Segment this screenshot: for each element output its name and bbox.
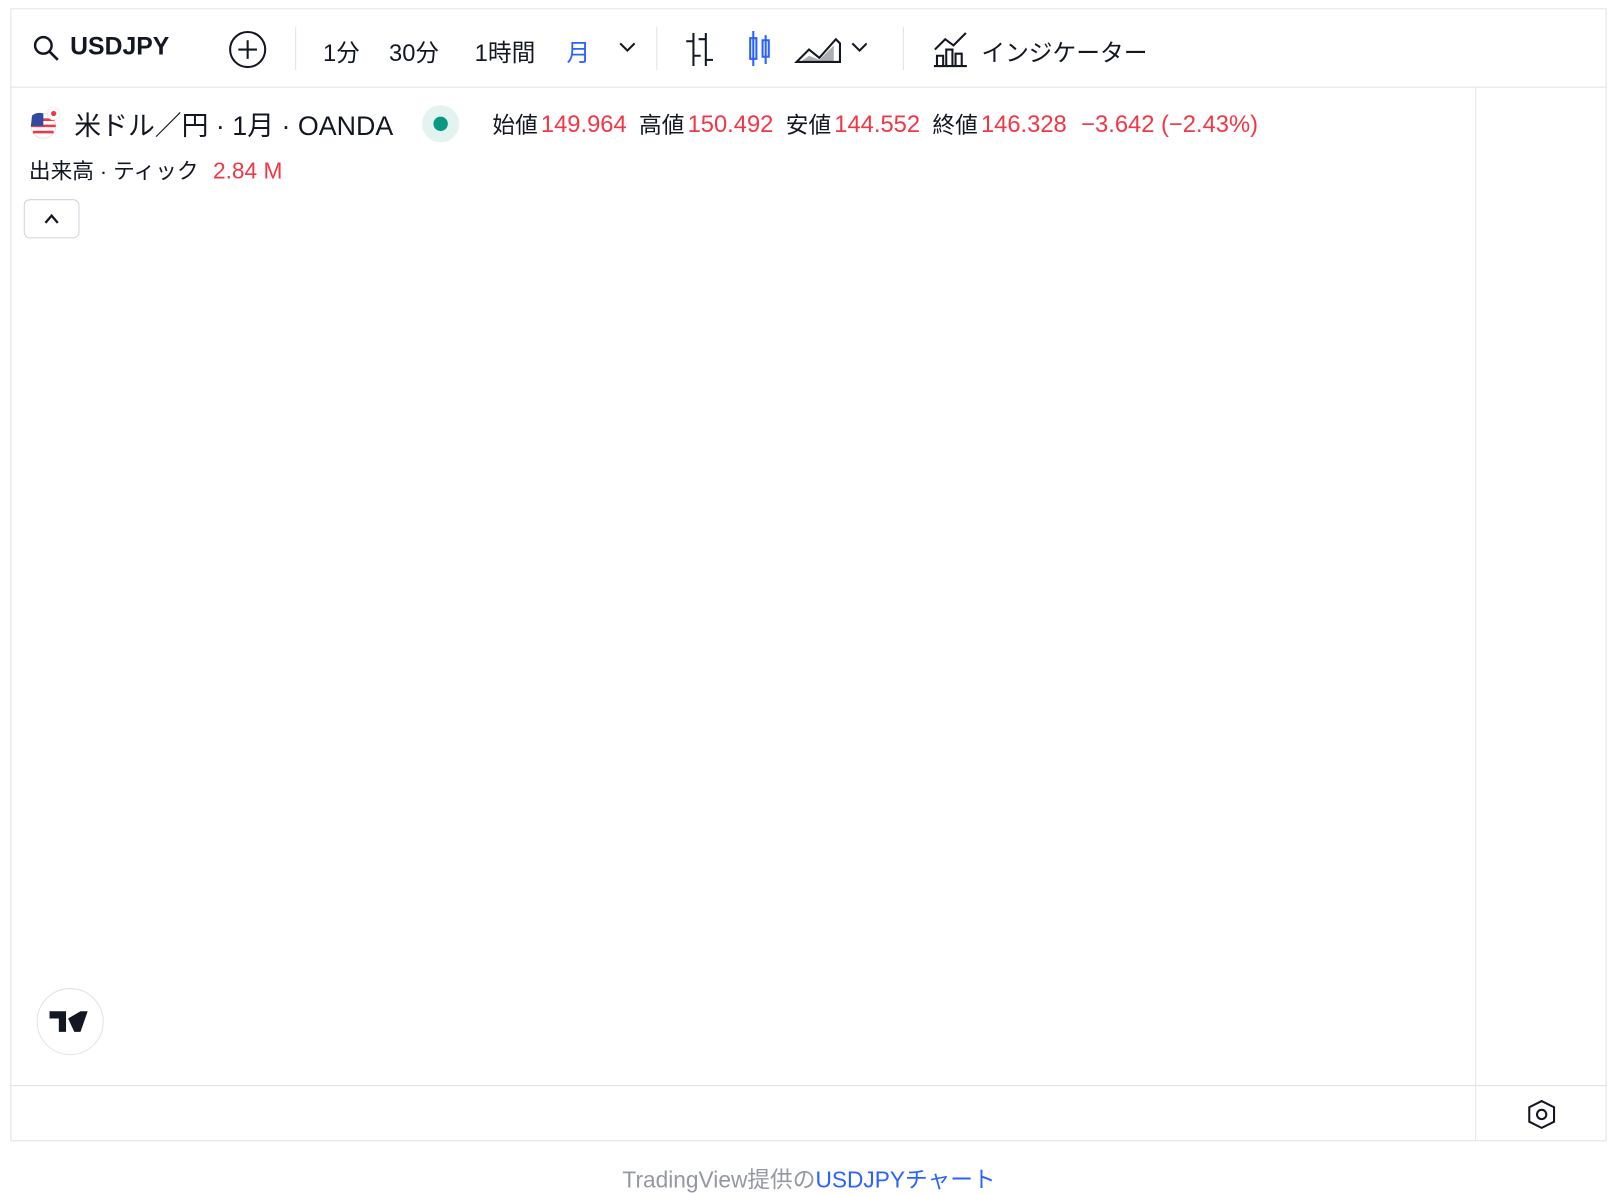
high-value: 150.492: [687, 109, 774, 137]
footer-link[interactable]: USDJPYチャート: [815, 1167, 996, 1193]
change-value: −3.642 (−2.43%): [1081, 109, 1258, 137]
flag-icon: [30, 107, 61, 139]
settings-icon[interactable]: [1528, 1099, 1556, 1130]
interval[interactable]: 1分: [322, 39, 360, 67]
legend-main: 米ドル／円 · 1月 · OANDA 始値 149.964 高値 150.492 安…: [29, 103, 1258, 144]
search-icon[interactable]: [31, 33, 62, 64]
chart-title: 米ドル／円 · 1月 · OANDA: [74, 109, 394, 141]
interval-menu[interactable]: [617, 39, 638, 56]
separator: [656, 26, 658, 71]
collapse-icon: [44, 213, 59, 224]
close-label: 終値: [932, 112, 978, 139]
volume-title: 出来高 · ティック: [28, 159, 199, 184]
indicator-icon[interactable]: [931, 27, 970, 70]
toolbar: USDJPY 1分 30分 1時間 月 インジケーター: [10, 8, 1607, 88]
interval-active[interactable]: 月: [566, 39, 591, 67]
interval[interactable]: 1時間: [474, 39, 536, 67]
footer: TradingView提供のUSDJPYチャート: [0, 1162, 1618, 1195]
open-label: 始値: [492, 112, 538, 139]
separator: [902, 26, 904, 71]
volume-value: 2.84 M: [212, 157, 283, 184]
indicators[interactable]: インジケーター: [981, 39, 1148, 67]
chart-type-icons[interactable]: [681, 27, 867, 70]
high-label: 高値: [639, 112, 685, 139]
tv-logo[interactable]: [36, 988, 104, 1056]
market-status[interactable]: [420, 103, 461, 144]
footer-text: TradingView提供の: [622, 1167, 816, 1193]
low-label: 安値: [785, 112, 832, 139]
open-value: 149.964: [540, 109, 627, 137]
frame: [10, 8, 1607, 1142]
interval[interactable]: 30分: [389, 39, 440, 67]
legend-volume: 出来高 · ティック 2.84 M: [29, 155, 283, 186]
separator: [295, 26, 297, 71]
close-value: 146.328: [980, 109, 1067, 137]
low-value: 144.552: [834, 109, 921, 137]
collapse-button[interactable]: [23, 199, 80, 239]
add-symbol[interactable]: [228, 30, 267, 69]
symbol[interactable]: USDJPY: [70, 33, 170, 61]
